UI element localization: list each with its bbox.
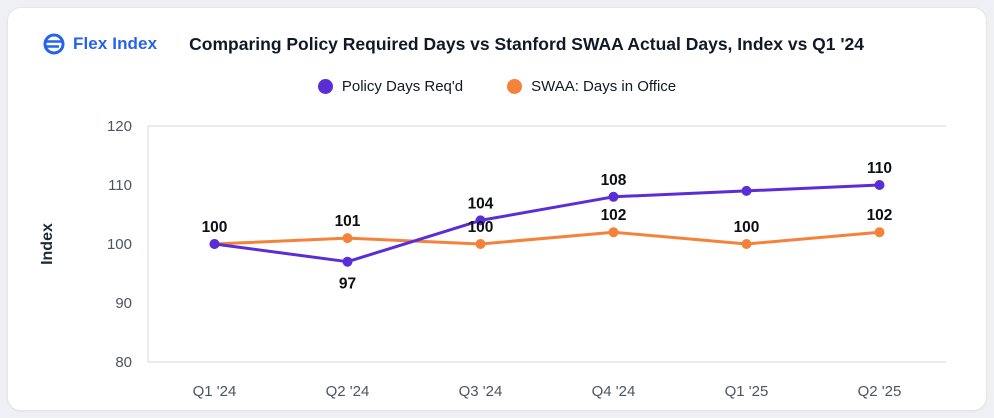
value-label: 100 xyxy=(202,219,228,236)
value-label: 97 xyxy=(339,276,356,293)
data-point xyxy=(874,180,885,190)
x-tick-label: Q3 '24 xyxy=(459,383,503,400)
y-tick-label: 120 xyxy=(107,118,132,135)
x-tick-label: Q1 '25 xyxy=(725,383,769,400)
data-point xyxy=(209,239,220,249)
y-tick-label: 90 xyxy=(115,295,132,312)
legend-dot-swaa-icon xyxy=(507,78,523,94)
data-point xyxy=(475,215,486,226)
value-label: 104 xyxy=(468,195,494,212)
legend-item-swaa: SWAA: Days in Office xyxy=(507,78,676,95)
legend-item-policy: Policy Days Req'd xyxy=(317,77,464,95)
x-tick-label: Q2 '24 xyxy=(326,383,370,400)
value-label: 102 xyxy=(867,207,893,224)
card-header: Flex Index Comparing Policy Required Day… xyxy=(8,8,986,62)
brand: Flex Index xyxy=(42,32,157,56)
y-axis-label: Index xyxy=(39,223,56,265)
value-label: 108 xyxy=(601,172,627,189)
x-tick-label: Q1 '24 xyxy=(193,383,237,400)
data-point xyxy=(741,185,752,196)
data-point xyxy=(342,233,353,244)
chart-card: Flex Index Comparing Policy Required Day… xyxy=(7,7,987,411)
x-tick-label: Q2 '25 xyxy=(858,383,902,400)
data-point xyxy=(741,239,752,249)
value-label: 102 xyxy=(601,207,627,224)
series-line xyxy=(213,183,881,264)
data-point xyxy=(342,256,353,267)
chart-area: 120 110 100 90 80 Q1 '24 Q2 '24 Q3 '24 Q4 '24 Q1 … xyxy=(26,108,968,406)
data-point xyxy=(475,239,486,249)
legend-label-swaa: SWAA: Days in Office xyxy=(531,77,677,95)
value-label: 100 xyxy=(468,219,494,236)
x-tick-label: Q4 '24 xyxy=(592,383,636,400)
y-tick-label: 100 xyxy=(107,236,132,253)
chart-title: Comparing Policy Required Days vs Stanfo… xyxy=(189,33,865,54)
data-point xyxy=(608,191,619,202)
data-point xyxy=(608,227,619,238)
chart-legend: Policy Days Req'd SWAA: Days in Office xyxy=(8,74,986,98)
value-label: 110 xyxy=(867,160,892,177)
flex-index-logo-icon xyxy=(42,32,66,56)
series-line xyxy=(213,230,881,246)
brand-name: Flex Index xyxy=(73,34,158,53)
legend-label-policy: Policy Days Req'd xyxy=(341,77,464,95)
data-point xyxy=(874,227,885,238)
y-tick-label: 80 xyxy=(115,354,132,371)
value-label: 101 xyxy=(335,213,361,230)
legend-dot-policy-icon xyxy=(317,78,333,94)
y-tick-label: 110 xyxy=(108,177,132,194)
value-label: 100 xyxy=(734,219,760,236)
line-chart-svg: 120 110 100 90 80 Q1 '24 Q2 '24 Q3 '24 Q4 '24 Q1 … xyxy=(39,118,946,400)
